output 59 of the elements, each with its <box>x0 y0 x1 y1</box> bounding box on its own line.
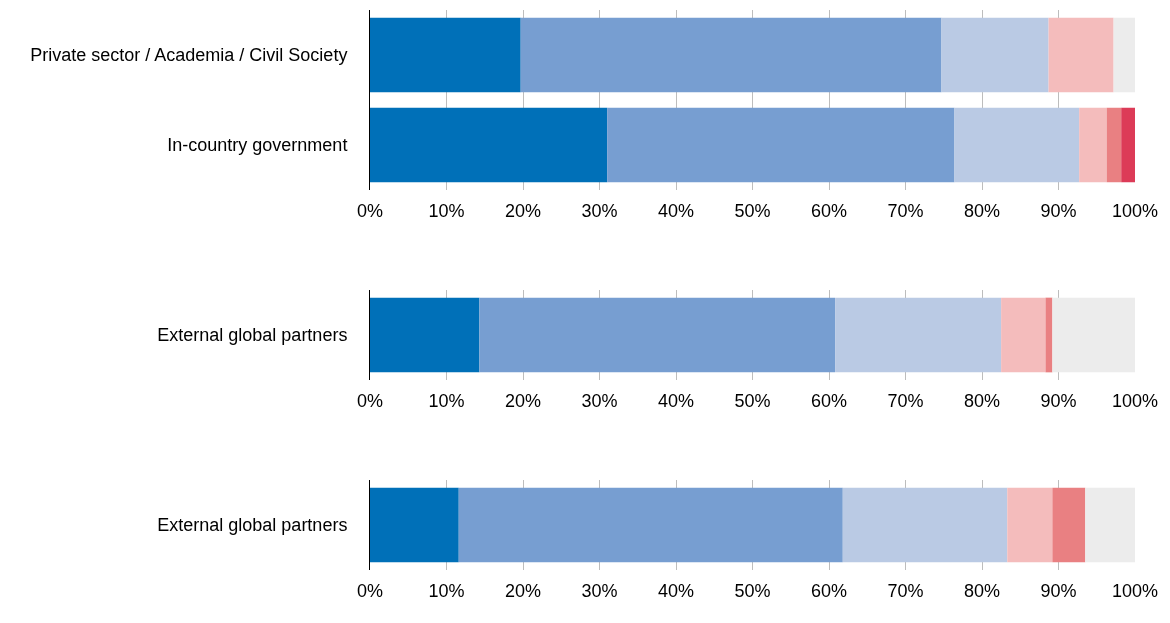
bar <box>1079 107 1107 183</box>
bar <box>1001 297 1046 373</box>
bar <box>370 107 608 183</box>
bar <box>1121 107 1135 183</box>
bar <box>458 487 843 563</box>
x-tick-label: 40% <box>657 581 695 601</box>
x-tick-label: 10% <box>428 391 465 411</box>
bar <box>941 17 1049 93</box>
x-tick-label: 20% <box>504 391 542 411</box>
x-tick-label: 0% <box>356 391 384 411</box>
bar <box>370 487 459 563</box>
x-tick-label: 80% <box>963 581 1001 601</box>
x-tick-label: 10% <box>428 201 465 221</box>
bar <box>1048 17 1114 93</box>
bar <box>954 107 1080 183</box>
x-tick-label: 80% <box>963 391 1001 411</box>
x-tick-label: 60% <box>810 581 848 601</box>
x-tick-label: 40% <box>657 201 695 221</box>
bar <box>370 297 480 373</box>
x-tick-label: 30% <box>581 581 618 601</box>
x-tick-label: 60% <box>810 391 848 411</box>
bar <box>607 107 955 183</box>
x-tick-label: 70% <box>887 391 924 411</box>
bar <box>1085 487 1135 563</box>
x-tick-label: 90% <box>1040 391 1077 411</box>
bar <box>1052 487 1086 563</box>
bar <box>842 487 1008 563</box>
y-tick-label: External global partners <box>157 515 348 536</box>
x-tick-label: 50% <box>734 391 771 411</box>
x-tick-label: 30% <box>581 201 618 221</box>
bar <box>370 17 521 93</box>
bar <box>1113 17 1135 93</box>
x-tick-label: 100% <box>1111 391 1159 411</box>
x-tick-label: 0% <box>356 201 384 221</box>
x-tick-label: 90% <box>1040 201 1077 221</box>
bar <box>1007 487 1053 563</box>
bar <box>479 297 836 373</box>
x-tick-label: 100% <box>1111 581 1159 601</box>
x-tick-label: 70% <box>887 201 924 221</box>
bar <box>520 17 942 93</box>
y-tick-label: Private sector / Academia / Civil Society <box>30 45 348 66</box>
bar <box>1106 107 1122 183</box>
x-tick-label: 20% <box>504 581 542 601</box>
x-tick-label: 40% <box>657 391 695 411</box>
x-tick-label: 60% <box>810 201 848 221</box>
x-tick-label: 30% <box>581 391 618 411</box>
y-tick-label: In-country government <box>167 135 348 156</box>
bar <box>1052 297 1135 373</box>
x-tick-label: 90% <box>1040 581 1077 601</box>
x-tick-label: 50% <box>734 581 771 601</box>
x-tick-label: 100% <box>1111 201 1159 221</box>
x-tick-label: 10% <box>428 581 465 601</box>
x-tick-label: 0% <box>356 581 384 601</box>
y-tick-label: External global partners <box>157 325 348 346</box>
x-tick-label: 50% <box>734 201 771 221</box>
bar <box>835 297 1002 373</box>
x-tick-label: 80% <box>963 201 1001 221</box>
x-tick-label: 70% <box>887 581 924 601</box>
x-tick-label: 20% <box>504 201 542 221</box>
